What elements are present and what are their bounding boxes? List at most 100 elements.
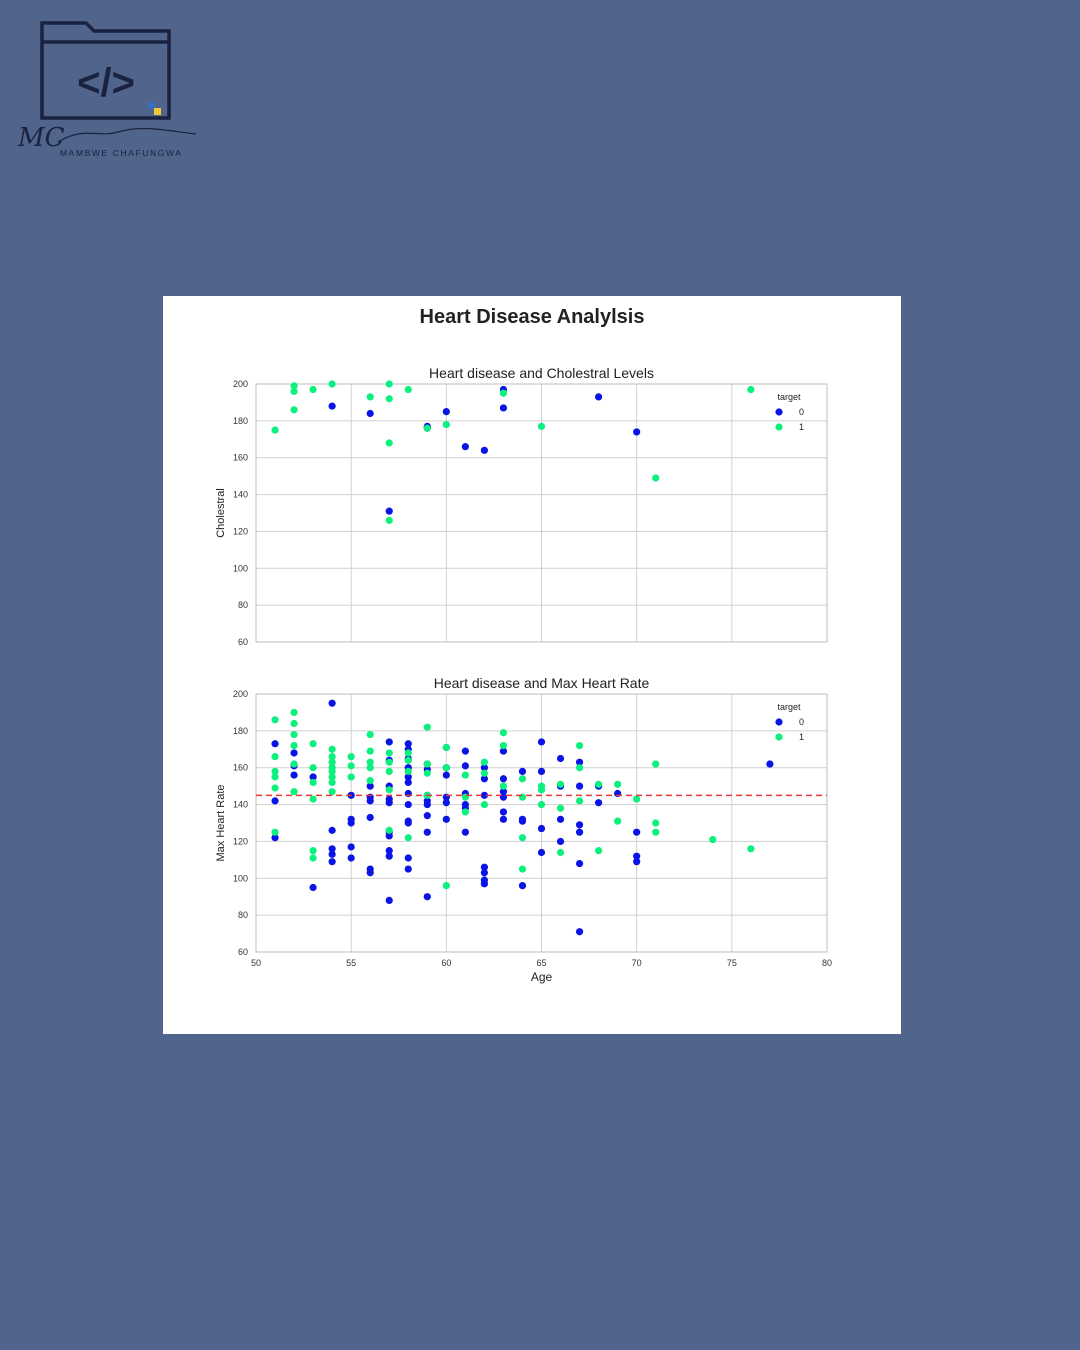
data-point-target-0 <box>480 863 488 871</box>
y-tick-label: 160 <box>233 763 248 773</box>
data-point-target-0 <box>499 404 508 412</box>
data-point-target-1 <box>556 780 565 788</box>
data-point-target-0 <box>404 819 412 827</box>
chart-panel-1: 60 80 100 120 140 160 180 200 Heart disease and … <box>215 365 828 647</box>
data-point-target-0 <box>404 865 412 873</box>
data-point-target-0 <box>499 808 508 816</box>
data-point-target-0 <box>575 782 584 790</box>
data-point-target-0 <box>385 852 393 860</box>
data-point-target-0 <box>385 847 393 855</box>
data-point-target-0 <box>442 408 450 416</box>
data-point-target-1 <box>518 865 527 873</box>
brand-monogram: MC <box>17 123 65 153</box>
data-point-target-1 <box>271 753 279 761</box>
data-point-target-1 <box>518 834 527 842</box>
data-point-target-0 <box>518 767 527 775</box>
legend-label: 0 <box>799 717 804 727</box>
legend-marker-1 <box>775 423 783 431</box>
data-point-target-1 <box>404 385 412 394</box>
y-tick-label: 140 <box>233 490 248 500</box>
legend-label: 0 <box>799 407 804 417</box>
data-point-target-1 <box>328 753 336 761</box>
y-tick-label: 100 <box>233 873 248 883</box>
data-point-target-0 <box>423 800 431 809</box>
data-point-target-0 <box>385 507 393 515</box>
data-point-target-0 <box>271 797 279 805</box>
data-point-target-1 <box>309 795 317 803</box>
x-tick-label: 70 <box>632 958 642 968</box>
folder-code-icon: </> MC MAMBWE CHAFUNGWA <box>17 21 197 158</box>
data-point-target-1 <box>328 778 336 787</box>
data-point-target-1 <box>347 762 355 770</box>
data-point-target-1 <box>290 719 298 728</box>
data-point-target-1 <box>366 393 374 401</box>
data-point-target-1 <box>385 380 393 388</box>
data-point-target-0 <box>537 848 546 857</box>
data-point-target-1 <box>328 788 336 796</box>
data-point-target-0 <box>385 738 393 746</box>
data-point-target-1 <box>271 773 279 781</box>
legend-title: target <box>777 392 801 402</box>
data-point-target-1 <box>385 749 393 757</box>
y-tick-label: 180 <box>233 416 248 426</box>
data-point-target-1 <box>309 385 317 394</box>
data-point-target-0 <box>575 758 584 766</box>
data-point-target-1 <box>537 422 546 430</box>
data-point-target-1 <box>442 764 450 772</box>
data-point-target-1 <box>575 797 584 805</box>
data-point-target-1 <box>366 777 374 785</box>
data-point-target-1 <box>290 708 298 717</box>
data-point-target-0 <box>328 845 336 853</box>
data-point-target-0 <box>480 869 488 877</box>
data-point-target-0 <box>271 834 279 842</box>
data-point-target-0 <box>328 826 336 834</box>
data-point-target-0 <box>633 428 641 436</box>
y-tick-label: 60 <box>238 947 248 957</box>
chart-card: Heart Disease Analylsis 60 80 100 120 140 160… <box>163 296 901 1034</box>
y-tick-label: 180 <box>233 726 248 736</box>
data-point-target-0 <box>480 791 488 799</box>
legend-marker-0 <box>775 408 783 416</box>
data-point-target-0 <box>347 854 355 862</box>
data-point-target-0 <box>328 402 336 410</box>
data-point-target-1 <box>423 723 431 731</box>
data-point-target-1 <box>499 742 508 750</box>
data-point-target-1 <box>328 767 336 775</box>
data-point-target-1 <box>385 439 393 447</box>
data-point-target-0 <box>290 771 298 779</box>
data-point-target-1 <box>747 385 755 394</box>
data-point-target-1 <box>385 395 393 403</box>
data-point-target-1 <box>709 835 717 844</box>
data-point-target-0 <box>556 837 565 846</box>
data-point-target-1 <box>309 740 317 748</box>
data-point-target-1 <box>633 795 641 803</box>
data-point-target-0 <box>480 775 488 783</box>
data-point-target-1 <box>271 767 279 775</box>
data-point-target-0 <box>385 799 393 807</box>
data-point-target-1 <box>290 742 298 750</box>
y-tick-label: 120 <box>233 836 248 846</box>
data-point-target-1 <box>652 760 660 768</box>
code-symbol: </> <box>77 61 135 105</box>
legend-label: 1 <box>799 422 804 432</box>
data-point-target-1 <box>575 764 584 772</box>
y-tick-label: 80 <box>238 600 248 610</box>
data-point-target-1 <box>347 753 355 761</box>
data-point-target-0 <box>556 754 565 763</box>
data-point-target-0 <box>366 869 374 877</box>
data-point-target-1 <box>461 771 469 779</box>
data-point-target-0 <box>461 443 469 451</box>
data-point-target-0 <box>423 893 431 901</box>
data-point-target-0 <box>633 858 641 866</box>
data-point-target-0 <box>556 815 565 823</box>
data-point-target-1 <box>290 730 298 739</box>
chart-title: Heart disease and Cholestral Levels <box>429 365 654 381</box>
data-point-target-1 <box>442 743 450 752</box>
data-point-target-1 <box>271 716 279 724</box>
data-point-target-1 <box>309 847 317 855</box>
data-point-target-0 <box>328 699 336 707</box>
data-point-target-1 <box>652 828 660 836</box>
data-point-target-1 <box>385 758 393 766</box>
data-point-target-1 <box>309 764 317 772</box>
data-point-target-0 <box>290 749 298 757</box>
